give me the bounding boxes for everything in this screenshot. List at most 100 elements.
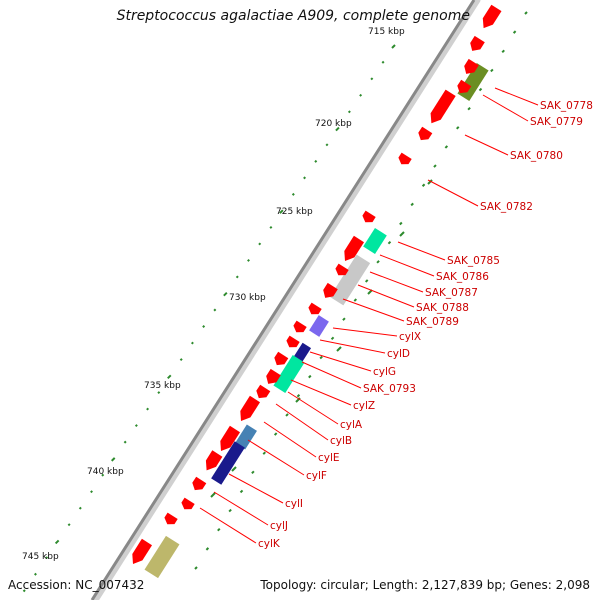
- tick-mark: [110, 457, 116, 462]
- leader-line: [369, 271, 424, 293]
- gene-arrow: [335, 263, 349, 276]
- gene-arrow: [205, 450, 223, 471]
- tick-mark: [67, 523, 71, 527]
- gene-label: SAK_0779: [530, 116, 583, 128]
- tick-mark: [157, 391, 161, 395]
- gene-arrow: [430, 89, 456, 124]
- tick-mark: [202, 325, 206, 328]
- tick-mark: [433, 164, 437, 168]
- tick-mark: [399, 231, 405, 237]
- tick-mark: [223, 292, 228, 297]
- tick-mark: [524, 11, 528, 15]
- leader-line: [247, 439, 305, 476]
- backbone-line: [90, 0, 476, 600]
- gene-label: SAK_0789: [406, 316, 459, 328]
- tick-mark: [319, 355, 323, 360]
- gene-arrow: [266, 368, 281, 384]
- scale-label: 735 kbp: [144, 381, 181, 391]
- backbone-shadow: [91, 0, 481, 600]
- gene-labels: SAK_0778 SAK_0779 SAK_0780 SAK_0782 SAK_0785…: [258, 100, 593, 550]
- tick-mark: [134, 424, 138, 428]
- gene-arrow: [323, 282, 338, 298]
- tick-mark: [258, 242, 262, 246]
- map-title: Streptococcus agalactiae A909, complete …: [116, 8, 470, 24]
- leader-line: [397, 241, 446, 261]
- leader-line: [319, 339, 386, 354]
- tick-mark: [359, 93, 363, 97]
- gene-label: SAK_0778: [540, 100, 593, 112]
- gene-arrow: [220, 425, 240, 451]
- tick-mark: [410, 202, 414, 207]
- leader-line: [464, 134, 509, 156]
- gene-label: cylA: [340, 419, 363, 431]
- tick-mark: [179, 358, 183, 361]
- tick-mark: [269, 225, 273, 229]
- gene-label: cylI: [285, 498, 303, 510]
- gene-label: cylG: [373, 366, 396, 378]
- accession-text: Accession: NC_007432: [8, 578, 145, 592]
- leader-line: [275, 403, 329, 441]
- gene-label: cylF: [306, 470, 327, 482]
- tick-mark: [353, 298, 358, 302]
- leader-line: [494, 87, 539, 106]
- scale-label: 745 kbp: [22, 552, 59, 562]
- feature-block: [363, 227, 387, 255]
- leader-line: [379, 254, 435, 277]
- leader-line: [427, 179, 479, 207]
- leader-line: [301, 361, 362, 389]
- tick-mark: [421, 183, 426, 187]
- tick-mark: [296, 394, 301, 398]
- gene-arrow: [192, 476, 207, 491]
- gene-arrows: [132, 4, 502, 564]
- tick-mark: [239, 489, 244, 494]
- label-leader-lines: [199, 87, 539, 544]
- tick-mark: [217, 528, 221, 532]
- gene-label: cylZ: [353, 400, 375, 412]
- leader-line: [263, 421, 317, 458]
- tick-mark: [279, 209, 284, 214]
- tick-mark: [512, 30, 517, 34]
- gene-label: SAK_0793: [363, 383, 416, 395]
- tick-mark: [391, 44, 396, 49]
- tick-mark: [490, 68, 494, 73]
- feature-block: [144, 535, 180, 579]
- tick-mark: [399, 221, 403, 226]
- tick-mark: [303, 176, 307, 180]
- tick-mark: [210, 492, 216, 498]
- gene-label: cylK: [258, 538, 281, 550]
- tick-mark: [501, 49, 505, 53]
- gene-label: SAK_0787: [425, 287, 478, 299]
- tick-mark: [427, 179, 433, 185]
- tick-mark: [22, 589, 26, 593]
- scale-label: 720 kbp: [315, 119, 352, 129]
- gene-label: cylX: [399, 331, 421, 343]
- scale-label: 730 kbp: [229, 293, 266, 303]
- gene-arrow: [470, 35, 485, 51]
- gene-label: SAK_0788: [416, 302, 469, 314]
- tick-mark: [285, 413, 289, 417]
- gene-arrow: [362, 210, 376, 223]
- tick-mark: [78, 506, 82, 510]
- feature-block: [273, 355, 305, 393]
- tick-mark: [376, 260, 380, 264]
- tick-mark: [444, 145, 449, 149]
- tick-mark: [167, 374, 172, 380]
- scale-label: 715 kbp: [368, 27, 405, 37]
- gene-arrow: [132, 538, 152, 564]
- tick-mark: [381, 60, 385, 64]
- gene-label: SAK_0780: [510, 150, 563, 162]
- gene-arrow: [164, 512, 178, 525]
- gene-label: SAK_0782: [480, 201, 533, 213]
- tick-mark: [330, 336, 335, 341]
- feature-block: [309, 315, 329, 337]
- gene-arrow: [398, 152, 412, 165]
- tick-mark: [235, 275, 239, 279]
- leader-line: [213, 491, 269, 526]
- tick-mark: [291, 192, 295, 196]
- tick-mark: [273, 432, 278, 436]
- tick-marks: [22, 11, 528, 593]
- tick-mark: [146, 407, 150, 411]
- tick-mark: [347, 110, 351, 114]
- gene-arrow: [418, 126, 433, 141]
